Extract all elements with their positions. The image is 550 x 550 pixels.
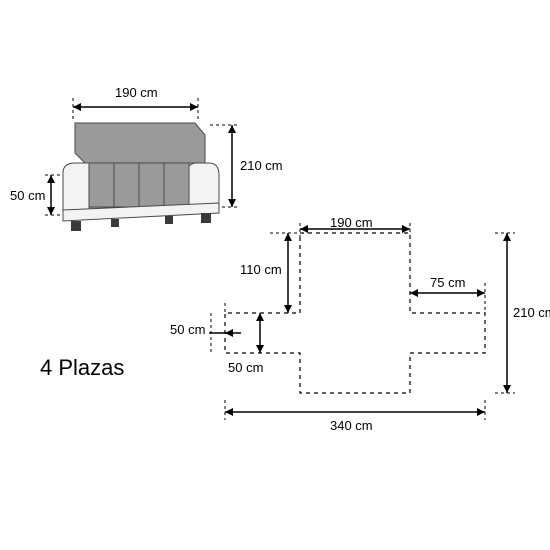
- flat-arm-label-a: 50 cm: [170, 322, 205, 337]
- flat-back-height-label: 110 cm: [240, 262, 282, 277]
- sofa-arm-height-label: 50 cm: [10, 188, 45, 203]
- flat-total-width-label: 340 cm: [330, 418, 373, 433]
- flat-right-inset-label: 75 cm: [430, 275, 465, 290]
- flat-diagram: [205, 215, 535, 445]
- flat-center-width-label: 190 cm: [330, 215, 373, 230]
- flat-arm-label-b: 50 cm: [228, 360, 263, 375]
- sofa-top-width-label: 190 cm: [115, 85, 158, 100]
- sofa-right-height-label: 210 cm: [240, 158, 283, 173]
- flat-right-height-label: 210 cm: [513, 305, 550, 320]
- title-label: 4 Plazas: [40, 355, 124, 381]
